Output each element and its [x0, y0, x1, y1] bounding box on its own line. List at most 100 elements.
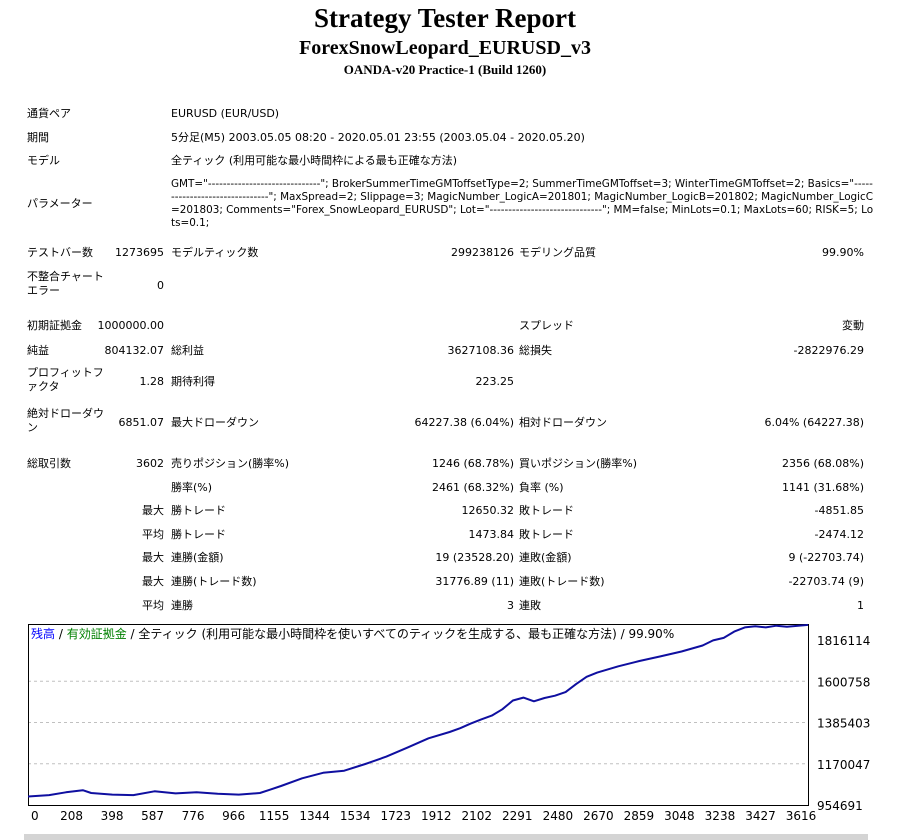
bars-label: テストバー数 [27, 246, 93, 259]
symbol-label: 通貨ペア [27, 107, 71, 120]
absolute-drawdown-value: 6851.07 [118, 416, 165, 429]
total-trades-value: 3602 [136, 457, 164, 470]
y-axis-ticks: 1816114 1600758 1385403 1170047 954691 [817, 634, 870, 813]
x-tick-label: 2859 [624, 809, 655, 823]
x-tick-label: 1344 [299, 809, 330, 823]
x-tick-label: 1912 [421, 809, 452, 823]
x-tick-label: 3238 [705, 809, 736, 823]
parameters-value: GMT="------------------------------"; Br… [171, 178, 874, 229]
maximum-prefix: 最大 [142, 551, 164, 564]
chart-legend: 残高 / 有効証拠金 / 全ティック (利用可能な最小時間枠を使いすべてのティッ… [31, 626, 674, 641]
balance-chart: 残高 / 有効証拠金 / 全ティック (利用可能な最小時間枠を使いすべてのティッ… [28, 624, 892, 834]
loss-trades-value: 1141 (31.68%) [781, 481, 864, 494]
balance-line [28, 624, 809, 798]
max-consecutive-wins-value: 19 (23528.20) [435, 551, 514, 564]
legend-description: / 全ティック (利用可能な最小時間枠を使いすべてのティックを生成する、最も正確… [127, 626, 675, 641]
max-consecutive-loss-value: -22703.74 (9) [788, 575, 864, 588]
average-consecutive-losses-value: 1 [857, 599, 864, 612]
period-value: 5分足(M5) 2003.05.05 08:20 - 2020.05.01 23… [171, 131, 585, 144]
max-consecutive-profit-label: 連勝(トレード数) [171, 575, 257, 588]
average-consecutive-prefix: 平均 [142, 599, 164, 612]
average-consecutive-losses-label: 連敗 [519, 599, 541, 612]
model-value: 全ティック (利用可能な最小時間枠による最も正確な方法) [171, 154, 458, 167]
y-tick-label: 954691 [817, 799, 863, 813]
profit-factor-value: 1.28 [139, 375, 165, 388]
x-tick-label: 208 [60, 809, 83, 823]
legend-separator: / [55, 627, 67, 641]
x-tick-label: 2670 [583, 809, 614, 823]
long-positions-value: 2356 (68.08%) [781, 457, 864, 470]
bars-value: 1273695 [115, 246, 164, 259]
relative-drawdown-label: 相対ドローダウン [519, 416, 607, 429]
largest-loss-value: -4851.85 [814, 504, 864, 517]
net-profit-value: 804132.07 [104, 344, 165, 357]
x-tick-label: 398 [101, 809, 124, 823]
average-consecutive-wins-value: 3 [507, 599, 514, 612]
expected-payoff-label: 期待利得 [171, 375, 215, 388]
x-axis-ticks: 0 208 398 587 776 966 1155 1344 1534 1723 1912 2102… [31, 809, 816, 823]
long-positions-label: 買いポジション(勝率%) [519, 457, 638, 470]
y-tick-label: 1816114 [817, 634, 870, 648]
maximal-prefix: 最大 [142, 575, 164, 588]
y-tick-label: 1385403 [817, 717, 870, 731]
plot-frame [28, 624, 809, 806]
mismatch-label: 不整合チャートエラー [27, 270, 104, 297]
x-tick-label: 587 [141, 809, 164, 823]
deposit-label: 初期証拠金 [27, 319, 82, 332]
short-positions-label: 売りポジション(勝率%) [171, 457, 290, 470]
loss-trades-label: 負率 (%) [519, 481, 564, 494]
net-profit-label: 純益 [27, 344, 49, 357]
max-consecutive-losses-label: 連敗(金額) [519, 551, 572, 564]
x-tick-label: 1155 [259, 809, 290, 823]
gross-loss-value: -2822976.29 [793, 344, 864, 357]
x-tick-label: 3048 [664, 809, 695, 823]
largest-prefix: 最大 [142, 504, 164, 517]
profit-trades-value: 2461 (68.32%) [431, 481, 514, 494]
profit-trades-label: 勝率(%) [171, 481, 213, 494]
average-prefix: 平均 [142, 528, 164, 541]
x-tick-label: 1723 [380, 809, 411, 823]
period-label: 期間 [27, 131, 49, 144]
deposit-value: 1000000.00 [97, 319, 164, 332]
report-server: OANDA-v20 Practice-1 (Build 1260) [343, 62, 547, 77]
absolute-drawdown-label: 絶対ドローダウン [27, 407, 104, 434]
largest-profit-value: 12650.32 [461, 504, 515, 517]
average-loss-value: -2474.12 [814, 528, 864, 541]
short-positions-value: 1246 (68.78%) [431, 457, 514, 470]
largest-loss-label: 敗トレード [519, 504, 574, 517]
report-subtitle: ForexSnowLeopard_EURUSD_v3 [299, 37, 591, 59]
ticks-label: モデルティック数 [171, 246, 259, 259]
maximal-drawdown-label: 最大ドローダウン [171, 416, 259, 429]
max-consecutive-loss-label: 連敗(トレード数) [519, 575, 605, 588]
y-tick-label: 1170047 [817, 758, 870, 772]
x-tick-label: 2291 [502, 809, 533, 823]
gross-loss-label: 総損失 [519, 344, 552, 357]
total-trades-label: 総取引数 [27, 457, 71, 470]
ticks-value: 299238126 [451, 246, 514, 259]
spread-value: 変動 [842, 319, 864, 332]
legend-equity: 有効証拠金 [67, 626, 127, 641]
max-consecutive-profit-value: 31776.89 (11) [435, 575, 514, 588]
symbol-value: EURUSD (EUR/USD) [171, 107, 280, 120]
relative-drawdown-value: 6.04% (64227.38) [764, 416, 864, 429]
footer-bar [24, 834, 868, 840]
parameters-label: パラメーター [27, 197, 93, 210]
x-tick-label: 776 [182, 809, 205, 823]
gross-profit-value: 3627108.36 [447, 344, 514, 357]
x-tick-label: 0 [31, 809, 39, 823]
chart-grid [28, 680, 808, 765]
average-consecutive-wins-label: 連勝 [171, 599, 193, 612]
average-profit-value: 1473.84 [468, 528, 515, 541]
average-loss-label: 敗トレード [519, 528, 574, 541]
max-consecutive-wins-label: 連勝(金額) [171, 551, 224, 564]
average-profit-label: 勝トレード [171, 528, 226, 541]
legend-balance: 残高 [31, 626, 55, 641]
x-tick-label: 966 [222, 809, 245, 823]
quality-value: 99.90% [822, 246, 864, 259]
x-tick-label: 3427 [745, 809, 776, 823]
x-tick-label: 2102 [462, 809, 493, 823]
x-tick-label: 2480 [543, 809, 574, 823]
spread-label: スプレッド [519, 319, 574, 332]
y-tick-label: 1600758 [817, 675, 870, 689]
x-tick-label: 1534 [340, 809, 371, 823]
